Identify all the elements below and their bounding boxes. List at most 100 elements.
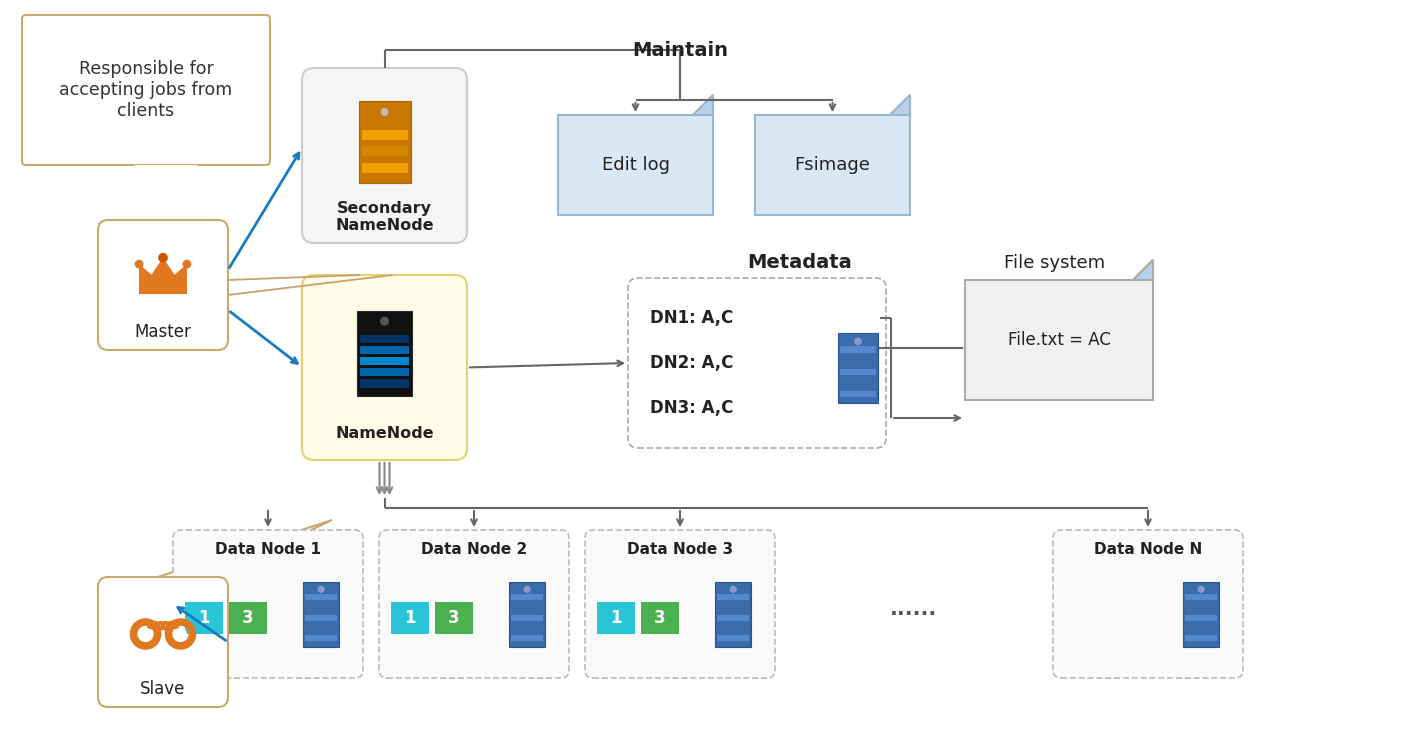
FancyBboxPatch shape [98,220,228,350]
FancyBboxPatch shape [511,615,544,620]
FancyBboxPatch shape [360,379,408,388]
FancyBboxPatch shape [1183,581,1220,646]
Circle shape [855,338,861,344]
Polygon shape [965,260,1153,400]
FancyBboxPatch shape [511,594,544,600]
Polygon shape [1133,260,1153,280]
Circle shape [184,260,191,268]
FancyBboxPatch shape [717,625,748,631]
FancyBboxPatch shape [717,615,748,620]
FancyBboxPatch shape [838,333,878,403]
FancyBboxPatch shape [360,334,408,344]
Text: Data Node N: Data Node N [1094,542,1202,557]
FancyBboxPatch shape [174,530,363,678]
FancyBboxPatch shape [360,357,408,365]
FancyBboxPatch shape [511,604,544,610]
Circle shape [139,628,152,640]
Circle shape [730,586,736,592]
FancyBboxPatch shape [511,625,544,631]
Polygon shape [134,520,332,585]
Text: File system: File system [1005,254,1106,272]
FancyBboxPatch shape [98,577,228,707]
FancyBboxPatch shape [360,346,408,354]
FancyBboxPatch shape [1185,594,1217,600]
FancyBboxPatch shape [361,146,407,156]
Text: Edit log: Edit log [602,156,669,174]
Polygon shape [139,258,186,287]
FancyBboxPatch shape [185,602,223,634]
Circle shape [381,109,388,115]
Text: DN2: A,C: DN2: A,C [650,354,733,372]
Text: Responsible for
accepting jobs from
clients: Responsible for accepting jobs from clie… [60,60,232,120]
FancyBboxPatch shape [379,530,569,678]
FancyBboxPatch shape [391,602,428,634]
Circle shape [159,254,166,262]
FancyBboxPatch shape [303,581,339,646]
FancyBboxPatch shape [1185,615,1217,620]
FancyBboxPatch shape [305,604,337,610]
Polygon shape [756,95,909,215]
FancyBboxPatch shape [585,530,776,678]
Circle shape [381,317,388,325]
FancyBboxPatch shape [840,346,877,352]
Text: 3: 3 [448,609,460,627]
Polygon shape [558,95,713,215]
FancyBboxPatch shape [840,380,877,386]
FancyBboxPatch shape [361,130,407,140]
FancyBboxPatch shape [305,635,337,641]
FancyBboxPatch shape [361,163,407,172]
FancyBboxPatch shape [305,625,337,631]
Circle shape [174,628,186,640]
Polygon shape [889,95,909,115]
FancyBboxPatch shape [717,604,748,610]
FancyBboxPatch shape [511,635,544,641]
FancyBboxPatch shape [598,602,635,634]
FancyBboxPatch shape [435,602,472,634]
Text: Fsimage: Fsimage [794,156,871,174]
FancyBboxPatch shape [640,602,679,634]
Circle shape [524,586,531,592]
Text: Slave: Slave [141,680,185,698]
FancyBboxPatch shape [716,581,751,646]
FancyBboxPatch shape [840,369,877,375]
Text: File.txt = AC: File.txt = AC [1007,331,1110,349]
FancyBboxPatch shape [509,581,545,646]
Text: 1: 1 [404,609,416,627]
Text: Master: Master [135,323,192,341]
Text: 1: 1 [610,609,622,627]
FancyBboxPatch shape [139,286,186,295]
Text: Data Node 2: Data Node 2 [421,542,527,557]
FancyBboxPatch shape [1053,530,1244,678]
Text: Maintain: Maintain [632,40,729,59]
FancyBboxPatch shape [717,594,748,600]
FancyBboxPatch shape [305,594,337,600]
Text: Data Node 1: Data Node 1 [215,542,322,557]
FancyBboxPatch shape [628,278,887,448]
FancyBboxPatch shape [21,15,270,165]
Text: 1: 1 [198,609,209,627]
FancyBboxPatch shape [1185,635,1217,641]
FancyBboxPatch shape [305,615,337,620]
Text: 3: 3 [655,609,666,627]
Text: Metadata: Metadata [747,254,852,272]
FancyBboxPatch shape [302,275,467,460]
Text: DN1: A,C: DN1: A,C [650,309,733,327]
FancyBboxPatch shape [840,391,877,398]
FancyBboxPatch shape [360,368,408,376]
Circle shape [319,586,324,592]
Text: NameNode: NameNode [336,427,434,442]
Text: DN3: A,C: DN3: A,C [650,399,733,417]
Text: Data Node 3: Data Node 3 [628,542,733,557]
FancyBboxPatch shape [229,602,268,634]
Text: ......: ...... [891,599,938,619]
FancyBboxPatch shape [357,311,413,396]
FancyBboxPatch shape [717,635,748,641]
FancyBboxPatch shape [1185,604,1217,610]
FancyBboxPatch shape [302,68,467,243]
Text: Secondary
NameNode: Secondary NameNode [336,201,434,233]
Circle shape [1198,586,1204,592]
Circle shape [135,260,142,268]
FancyBboxPatch shape [359,100,410,182]
FancyBboxPatch shape [840,358,877,364]
Polygon shape [693,95,713,115]
